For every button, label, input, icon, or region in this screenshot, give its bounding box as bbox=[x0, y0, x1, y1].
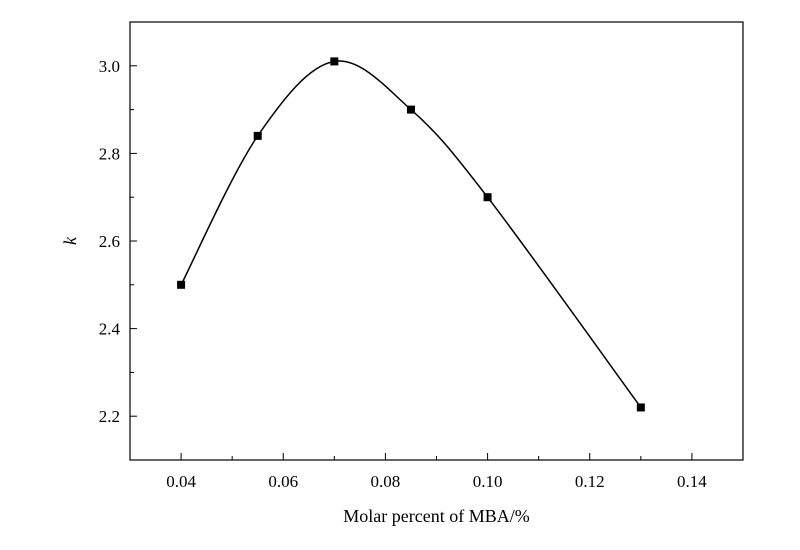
x-tick-label: 0.06 bbox=[268, 472, 298, 491]
x-tick-label: 0.04 bbox=[166, 472, 196, 491]
x-tick-label: 0.14 bbox=[677, 472, 707, 491]
data-point bbox=[483, 193, 492, 202]
data-point bbox=[330, 57, 339, 66]
y-tick-label: 2.8 bbox=[99, 144, 120, 163]
data-point bbox=[406, 105, 415, 114]
x-tick-label: 0.12 bbox=[575, 472, 605, 491]
data-point bbox=[253, 131, 262, 140]
plot-area bbox=[177, 57, 645, 412]
y-tick-label: 3.0 bbox=[99, 57, 120, 76]
y-tick-label: 2.4 bbox=[99, 320, 121, 339]
data-point bbox=[177, 280, 186, 289]
plot-frame bbox=[129, 21, 744, 461]
x-axis-title: Molar percent of MBA/% bbox=[343, 506, 529, 526]
series-line bbox=[180, 60, 642, 408]
axes: 0.04 0.06 0.08 0.10 0.12 0.14 2.2 2.4 2.6 2.8 3.0 bbox=[99, 21, 744, 491]
y-tick-label: 2.6 bbox=[99, 232, 120, 251]
data-point bbox=[636, 403, 645, 412]
y-tick-label: 2.2 bbox=[99, 407, 120, 426]
x-tick-label: 0.08 bbox=[371, 472, 401, 491]
x-tick-label: 0.10 bbox=[473, 472, 503, 491]
y-axis-title: k bbox=[60, 236, 80, 245]
